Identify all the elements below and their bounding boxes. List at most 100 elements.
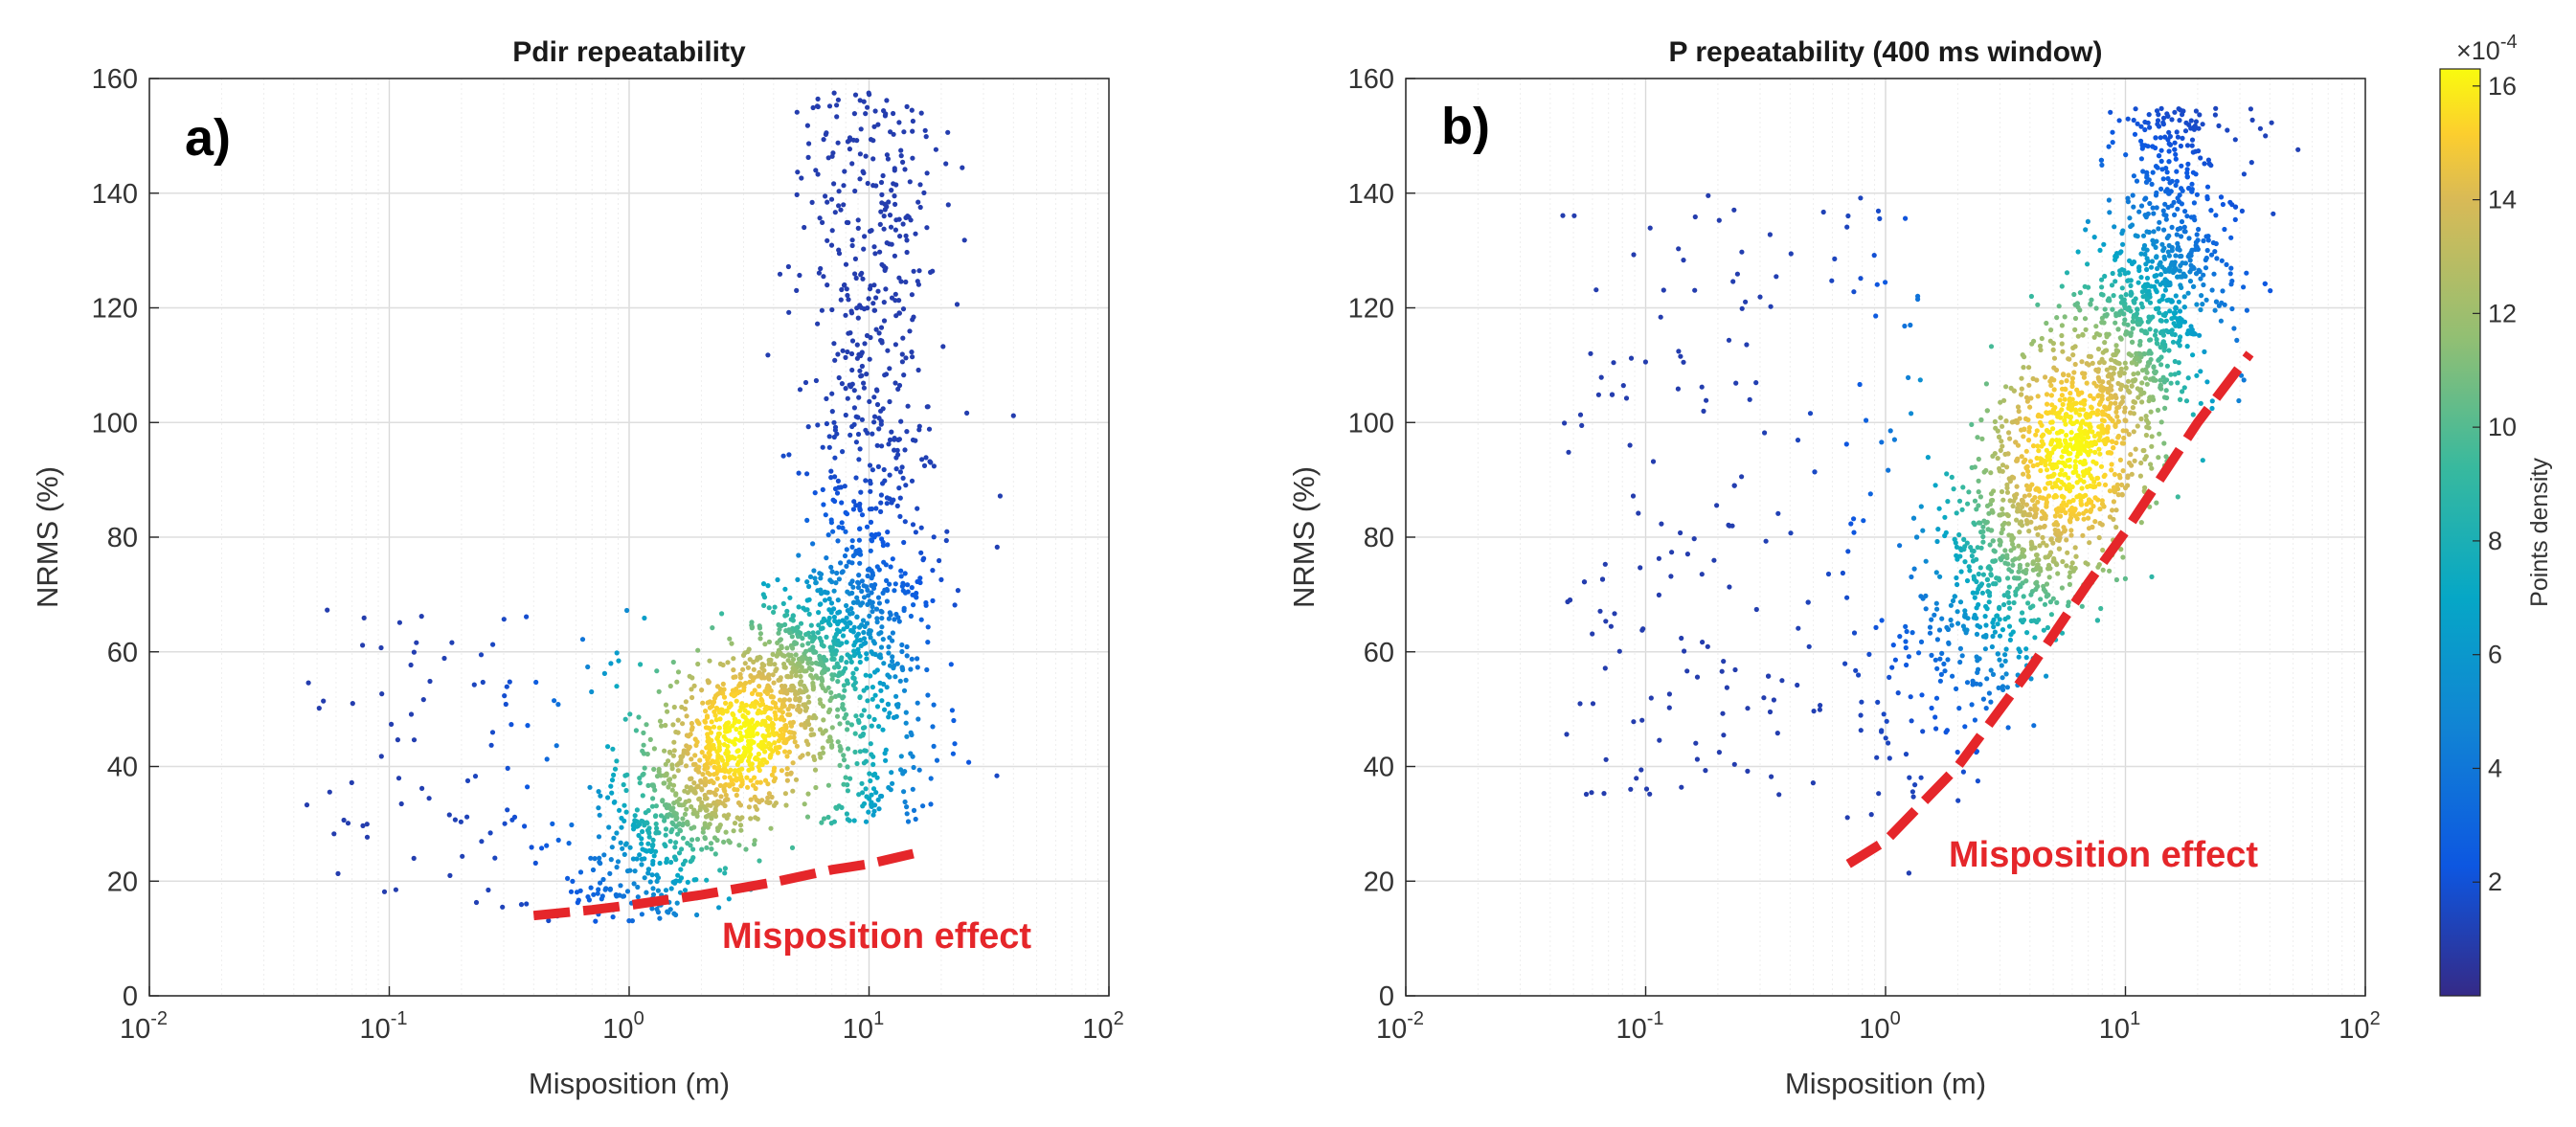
- data-point: [911, 268, 916, 274]
- data-point: [1983, 381, 1989, 387]
- data-point: [757, 669, 762, 675]
- data-point: [2052, 513, 2058, 519]
- data-point: [750, 701, 756, 707]
- data-point: [915, 506, 920, 511]
- data-point: [867, 507, 873, 512]
- data-point: [931, 463, 938, 469]
- data-point: [632, 813, 638, 819]
- data-point: [843, 386, 848, 392]
- data-point: [1960, 485, 1966, 490]
- data-point: [915, 199, 921, 205]
- data-point: [2043, 374, 2048, 380]
- data-point: [678, 867, 684, 872]
- data-point: [2004, 552, 2010, 558]
- data-point: [1731, 483, 1737, 488]
- data-point: [609, 845, 615, 850]
- data-point: [1903, 623, 1909, 630]
- data-point: [2072, 565, 2078, 572]
- data-point: [502, 821, 508, 826]
- data-point: [2120, 394, 2126, 400]
- data-point: [1977, 520, 1983, 526]
- data-point: [2049, 419, 2055, 425]
- data-point: [797, 687, 802, 693]
- data-point: [2062, 386, 2068, 392]
- data-point: [2189, 137, 2196, 143]
- data-point: [2073, 400, 2079, 406]
- data-point: [670, 753, 677, 758]
- data-point: [1642, 359, 1648, 365]
- data-point: [812, 575, 818, 581]
- data-point: [2128, 289, 2134, 295]
- data-point: [723, 829, 729, 835]
- data-point: [849, 610, 855, 617]
- data-point: [408, 711, 415, 717]
- data-point: [737, 681, 743, 687]
- data-point: [835, 679, 841, 685]
- data-point: [2248, 160, 2254, 166]
- data-point: [2176, 198, 2182, 205]
- data-point: [616, 658, 621, 664]
- data-point: [449, 640, 455, 645]
- data-point: [769, 772, 776, 778]
- data-point: [2089, 297, 2094, 303]
- data-point: [2002, 548, 2008, 553]
- data-point: [852, 731, 858, 736]
- data-point: [760, 733, 766, 739]
- data-point: [1879, 440, 1885, 445]
- data-point: [2064, 412, 2069, 417]
- data-point: [1747, 396, 1752, 402]
- data-point: [587, 784, 593, 790]
- data-point: [717, 868, 723, 873]
- data-point: [2090, 504, 2096, 509]
- data-point: [771, 609, 777, 616]
- data-point: [918, 110, 924, 116]
- data-point: [756, 751, 762, 757]
- data-point: [1952, 594, 1957, 599]
- data-point: [1945, 499, 1951, 505]
- data-point: [821, 502, 826, 507]
- data-point: [2099, 409, 2106, 415]
- data-point: [903, 355, 909, 361]
- data-point: [1980, 696, 1986, 702]
- data-point: [680, 721, 686, 727]
- data-point: [1650, 459, 1657, 464]
- data-point: [801, 605, 806, 611]
- data-point: [1676, 349, 1682, 354]
- data-point: [908, 666, 914, 672]
- data-point: [722, 866, 729, 871]
- data-point: [1681, 359, 1686, 365]
- data-point: [2005, 521, 2012, 527]
- data-point: [350, 701, 355, 707]
- data-point: [825, 619, 831, 624]
- data-point: [2055, 528, 2061, 534]
- data-point: [2180, 260, 2185, 266]
- data-point: [722, 870, 728, 876]
- data-point: [2234, 337, 2240, 343]
- data-point: [2042, 601, 2048, 607]
- data-point: [2133, 106, 2138, 112]
- panel-a-title: Pdir repeatability: [512, 36, 746, 68]
- data-point: [2200, 458, 2205, 463]
- x-tick-exponent: 0: [1890, 1008, 1901, 1029]
- data-point: [2044, 543, 2049, 549]
- data-point: [2191, 330, 2197, 336]
- data-point: [667, 683, 673, 689]
- data-point: [2149, 434, 2155, 440]
- data-point: [849, 237, 855, 243]
- data-point: [859, 780, 865, 786]
- data-point: [1974, 590, 1979, 596]
- data-point: [2111, 445, 2116, 451]
- data-point: [850, 507, 857, 512]
- data-point: [2000, 506, 2005, 512]
- data-point: [865, 104, 870, 110]
- data-point: [844, 615, 849, 620]
- data-point: [868, 488, 873, 494]
- data-point: [1988, 498, 1995, 504]
- data-point: [1945, 626, 1951, 633]
- data-point: [795, 707, 801, 712]
- data-point: [762, 749, 768, 755]
- data-point: [2060, 460, 2066, 465]
- data-point: [621, 818, 627, 824]
- data-point: [650, 886, 656, 891]
- data-point: [1976, 571, 1981, 577]
